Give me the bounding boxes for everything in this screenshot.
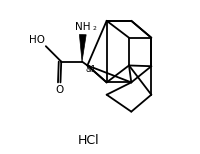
Text: HO: HO [29,35,45,45]
Text: O: O [55,85,63,95]
Text: HCl: HCl [77,134,99,147]
Text: NH: NH [75,22,90,32]
Text: &1: &1 [85,65,96,74]
Text: $_2$: $_2$ [92,24,97,33]
Polygon shape [79,34,86,62]
